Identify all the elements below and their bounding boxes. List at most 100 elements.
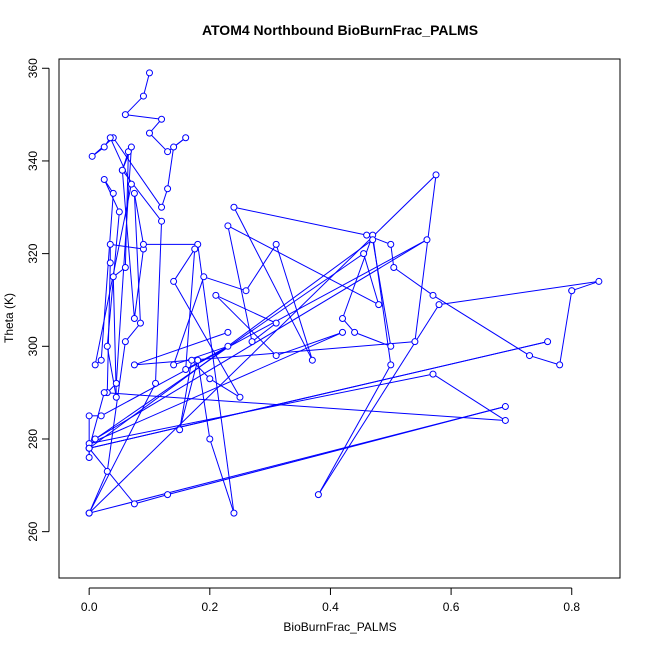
line-segment: [245, 244, 277, 291]
data-point: [88, 152, 96, 160]
line-segment: [317, 364, 392, 495]
line-segment: [106, 341, 126, 472]
line-segment: [112, 276, 117, 398]
data-point: [130, 500, 138, 508]
line-segment: [227, 225, 379, 306]
data-point: [423, 236, 431, 244]
line-segment: [390, 244, 395, 268]
data-point: [360, 250, 368, 258]
data-point: [176, 426, 184, 434]
x-axis-label: BioBurnFrac_PALMS: [283, 620, 396, 634]
line-segment: [529, 355, 560, 366]
data-point: [85, 509, 93, 517]
data-point: [164, 185, 172, 193]
data-point: [411, 338, 419, 346]
data-point: [212, 291, 220, 299]
data-point: [109, 273, 117, 281]
data-point: [200, 273, 208, 281]
data-point: [170, 277, 178, 285]
line-segment: [149, 132, 168, 153]
line-segment: [185, 345, 229, 370]
data-point: [106, 259, 114, 267]
y-tick-label: 280: [26, 429, 40, 449]
line-segment: [209, 378, 241, 398]
x-tick-label: 0.6: [443, 600, 460, 614]
data-point: [127, 180, 135, 188]
data-point: [387, 361, 395, 369]
line-segment: [432, 373, 506, 421]
data-point: [351, 328, 359, 336]
data-point: [272, 352, 280, 360]
x-tick-label: 0.0: [81, 600, 98, 614]
data-point: [248, 338, 256, 346]
line-segment: [94, 239, 428, 440]
line-segment: [559, 290, 573, 365]
data-point: [230, 203, 238, 211]
data-point: [130, 189, 138, 197]
line-segment: [89, 373, 434, 445]
series-points: [85, 69, 603, 517]
y-axis: 260 280 300 320 340 360: [26, 58, 50, 542]
line-segment: [275, 244, 313, 361]
data-point: [544, 338, 552, 346]
data-point: [115, 208, 123, 216]
data-point: [230, 509, 238, 517]
data-point: [112, 393, 120, 401]
data-point: [595, 277, 603, 285]
line-segment: [167, 146, 175, 189]
data-point: [308, 356, 316, 364]
data-point: [130, 315, 138, 322]
data-point: [435, 301, 443, 309]
data-point: [112, 379, 120, 387]
line-segment: [275, 331, 343, 357]
data-point: [158, 217, 166, 225]
data-point: [136, 319, 144, 327]
line-segment: [197, 244, 235, 514]
data-point: [158, 115, 166, 123]
data-point: [339, 328, 347, 336]
y-tick-label: 260: [26, 521, 40, 541]
data-point: [100, 389, 108, 397]
data-point: [501, 403, 509, 411]
line-segment: [110, 243, 144, 250]
line-segment: [121, 170, 135, 319]
data-point: [85, 444, 93, 452]
data-point: [106, 134, 114, 142]
data-point: [339, 315, 347, 322]
data-point: [429, 370, 437, 378]
data-point: [97, 356, 105, 364]
data-point: [194, 356, 202, 364]
line-segment: [414, 174, 437, 342]
line-segment: [88, 447, 135, 505]
data-point: [121, 111, 129, 119]
data-point: [526, 352, 534, 360]
line-segment: [89, 406, 506, 514]
line-segment: [173, 345, 229, 366]
line-segment: [88, 392, 105, 449]
data-point: [152, 379, 160, 387]
data-point: [145, 69, 153, 77]
data-point: [242, 287, 250, 295]
data-point: [429, 291, 437, 299]
data-point: [164, 148, 172, 156]
data-point: [236, 393, 244, 401]
line-segment: [233, 206, 367, 236]
data-point: [206, 375, 214, 383]
line-segment: [104, 392, 506, 421]
data-point: [100, 143, 108, 151]
data-point: [97, 412, 105, 420]
data-point: [387, 240, 395, 248]
data-point: [145, 129, 153, 137]
line-segment: [173, 248, 196, 282]
line-segment: [438, 280, 599, 306]
line-segment: [179, 360, 199, 430]
line-segment: [173, 276, 205, 366]
data-point: [363, 231, 371, 239]
data-point: [501, 416, 509, 424]
chart-title: ATOM4 Northbound BioBurnFrac_PALMS: [202, 22, 478, 38]
data-point: [191, 245, 199, 253]
data-point: [91, 361, 99, 369]
line-segment: [372, 239, 392, 347]
line-segment: [251, 322, 277, 343]
